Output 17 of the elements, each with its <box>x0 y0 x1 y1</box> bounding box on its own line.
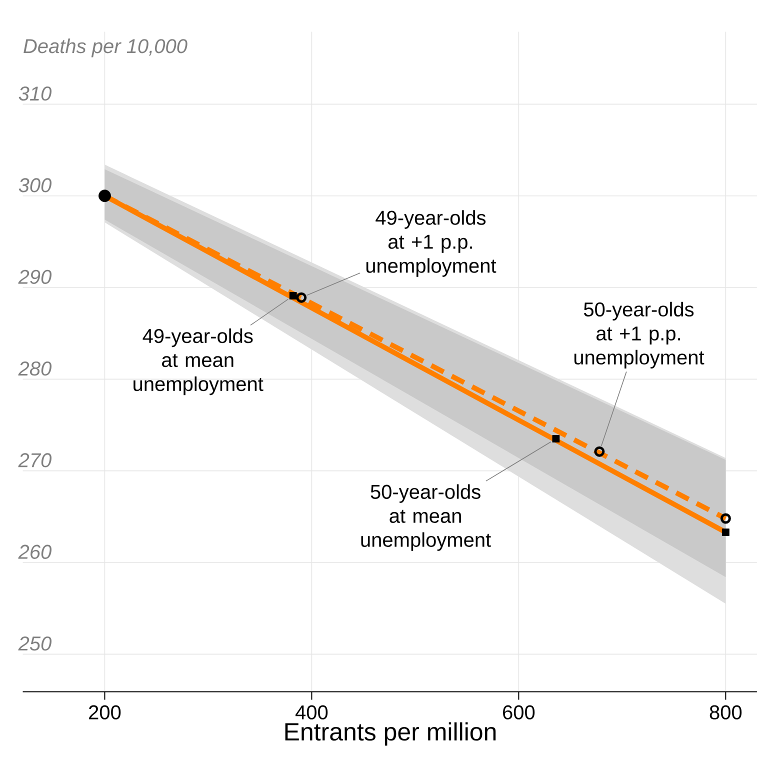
x-axis-title: Entrants per million <box>285 722 496 746</box>
annotation: 50-year-olds at mean unemployment <box>361 484 491 551</box>
x-tick-label: 400 <box>295 705 328 720</box>
y-axis-title: Deaths per 10,000 <box>24 38 188 58</box>
y-tick-label: 290 <box>18 270 52 284</box>
y-tick-label: 260 <box>18 544 52 559</box>
x-tick-label: 600 <box>503 705 535 720</box>
annotation: 49-year-olds at +1 p.p. unemployment <box>366 210 496 277</box>
annotation: 50-year-olds at +1 p.p. unemployment <box>574 302 704 368</box>
x-tick-label: 200 <box>89 705 121 720</box>
y-tick-label: 280 <box>18 361 52 376</box>
y-tick-label: 300 <box>18 178 52 192</box>
annotation: 49-year-olds at mean unemployment <box>134 328 264 396</box>
y-tick-label: 270 <box>18 453 52 468</box>
x-tick-label: 800 <box>710 705 742 720</box>
y-tick-label: 250 <box>18 636 52 651</box>
y-tick-label: 310 <box>18 86 52 101</box>
